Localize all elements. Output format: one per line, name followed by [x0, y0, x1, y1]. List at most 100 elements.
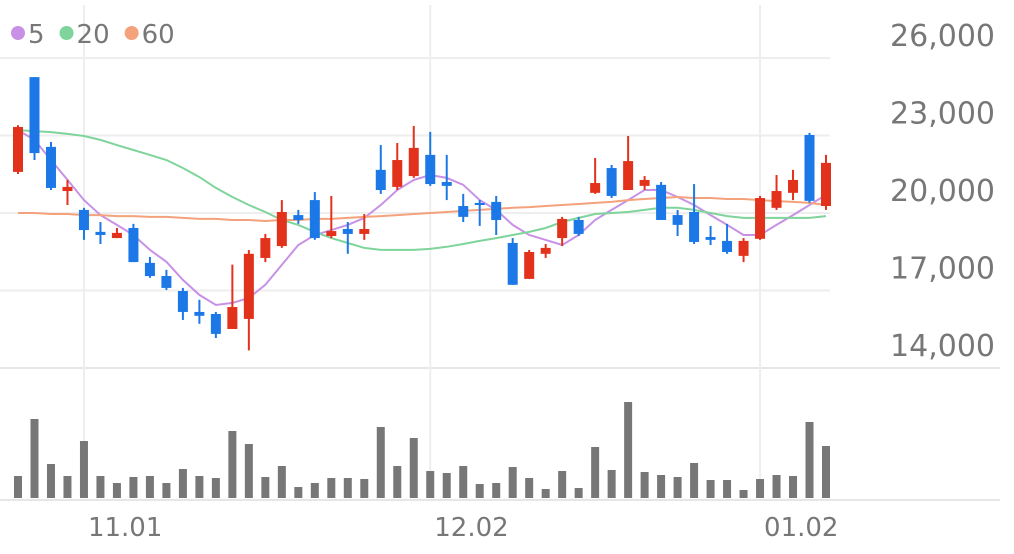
volume-bar [393, 466, 402, 498]
volume-bar [541, 489, 550, 498]
volume-bar [822, 446, 830, 498]
volume-bar [14, 476, 22, 498]
y-tick-label: 14,000 [890, 329, 995, 364]
volume-bar [96, 476, 105, 498]
y-tick-label: 17,000 [890, 252, 995, 287]
volume-bar [145, 476, 154, 498]
candle-body [128, 227, 139, 263]
volume-bar [360, 479, 369, 498]
candle-body [656, 184, 667, 220]
volume-bar [657, 475, 666, 498]
ma-line [17, 129, 827, 307]
volume-bar [228, 431, 237, 498]
volume-bar [706, 480, 715, 498]
candle-body [474, 202, 485, 205]
candle-body [375, 169, 386, 191]
candle-body [557, 218, 568, 239]
candle-body [639, 179, 650, 186]
volume-bar [195, 476, 204, 498]
candle-body [623, 161, 634, 191]
candle-body [425, 154, 436, 185]
candle-body [606, 168, 617, 196]
volume-bar [574, 488, 583, 498]
candle-body [45, 146, 56, 188]
volume-bar [112, 483, 121, 498]
candle-body [293, 215, 304, 220]
candle-body [78, 209, 89, 231]
candle-body [491, 201, 502, 220]
volume-bar [756, 479, 765, 498]
volume-bar [607, 470, 616, 498]
candle-body [177, 291, 188, 312]
volume-bar [426, 471, 435, 498]
candle-body [194, 311, 205, 316]
volume-bar [129, 477, 138, 498]
candle-body [722, 240, 733, 253]
volume-bar [723, 480, 732, 498]
volume-bar [624, 402, 633, 498]
candle-body [95, 231, 106, 235]
volume-bar [508, 467, 517, 498]
candle-body [821, 162, 831, 207]
candle-body [573, 219, 584, 234]
candle-body [738, 240, 749, 256]
volume-bar [327, 478, 336, 498]
volume-bar [789, 476, 798, 498]
candle-body [689, 211, 700, 242]
volume-bar [525, 478, 534, 498]
candle-body [144, 262, 155, 277]
volume-bar [492, 483, 501, 498]
volume-bar [261, 477, 270, 498]
volume-bar [211, 478, 220, 498]
legend-label: 5 [28, 20, 45, 50]
candle-body [243, 253, 254, 319]
candle-body [590, 183, 601, 193]
candle-body [705, 237, 716, 240]
candle-body [276, 211, 287, 247]
candle-body [540, 247, 551, 254]
x-tick-label: 11.01 [88, 513, 162, 543]
y-tick-label: 20,000 [890, 174, 995, 209]
volume-bar [640, 472, 649, 498]
volume-bar [442, 473, 451, 498]
legend-dot [59, 26, 74, 40]
x-tick-label: 12.02 [434, 513, 508, 543]
candle-body [227, 307, 238, 329]
volume-bar [30, 419, 39, 498]
volume-bar [805, 422, 814, 498]
candle-body [111, 232, 122, 239]
volume-bar [673, 477, 682, 498]
candle-body [342, 229, 353, 234]
candle-body [29, 77, 40, 154]
candle-body [260, 238, 271, 258]
legend-label: 20 [77, 20, 110, 50]
volume-bar [277, 466, 286, 498]
volume-bar [310, 483, 319, 498]
volume-bar [739, 490, 748, 498]
volume-bar [46, 464, 55, 498]
candle-body [804, 134, 815, 201]
volume-bar [63, 476, 72, 498]
legend-dot [11, 26, 25, 40]
volume-bar [475, 484, 484, 498]
candle-body [309, 200, 320, 239]
y-tick-label: 23,000 [890, 97, 995, 132]
volume-bar [79, 441, 88, 498]
candle-body [524, 252, 535, 279]
candle-body [210, 314, 221, 334]
legend-label: 60 [142, 20, 175, 50]
candle-body [392, 160, 403, 187]
volume-bar [558, 471, 567, 498]
volume-bar [178, 469, 187, 498]
candle-body [326, 231, 337, 236]
candle-body [755, 198, 766, 239]
candle-body [771, 191, 782, 208]
volume-bar [294, 487, 303, 498]
volume-bar [376, 427, 385, 498]
ma-line [18, 195, 827, 223]
candle-body [161, 276, 172, 288]
candle-body [441, 182, 452, 186]
candle-body [672, 215, 683, 225]
volume-bar [162, 483, 171, 498]
volume-bar [772, 475, 781, 498]
